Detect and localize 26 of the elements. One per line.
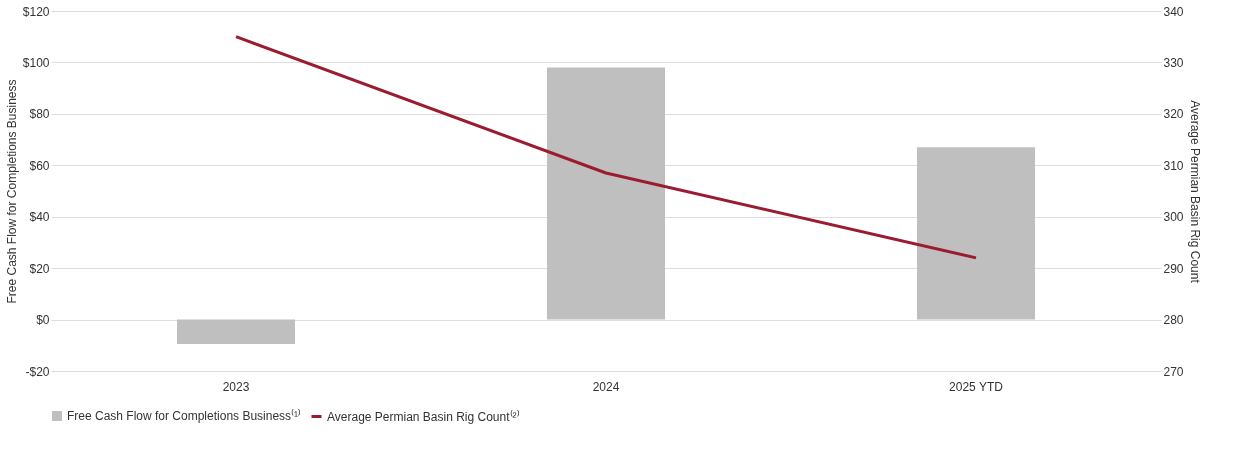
y2-tick-label: 310 <box>1163 158 1184 173</box>
y2-tick-label: 320 <box>1163 107 1184 122</box>
y2-tick-label: 340 <box>1163 4 1184 19</box>
y2-axis-title: Average Permian Basin Rig Count <box>1187 100 1202 284</box>
y-tick-label: $60 <box>29 158 50 173</box>
y-tick-label: $120 <box>22 4 50 19</box>
y-axis-title: Free Cash Flow for Completions Business <box>4 79 19 304</box>
y2-tick-label: 300 <box>1163 210 1184 225</box>
y2-tick-label: 270 <box>1163 364 1184 379</box>
y-tick-label: $80 <box>29 107 50 122</box>
y-tick-label: -$20 <box>25 364 50 379</box>
y-tick-label: $20 <box>29 261 50 276</box>
y2-tick-label: 280 <box>1163 313 1184 328</box>
bar <box>547 67 665 320</box>
bar <box>177 319 295 344</box>
legend-label: Free Cash Flow for Completions Business⁽¹⁾ <box>67 409 302 423</box>
y-tick-label: $0 <box>36 313 50 328</box>
y2-tick-label: 330 <box>1163 55 1184 70</box>
bar <box>917 147 1035 320</box>
x-tick-label: 2023 <box>222 379 250 394</box>
legend-label: Average Permian Basin Rig Count⁽²⁾ <box>327 409 520 424</box>
x-tick-label: 2024 <box>592 379 620 394</box>
y2-tick-label: 290 <box>1163 261 1184 276</box>
y-tick-label: $100 <box>22 55 50 70</box>
x-tick-label: 2025 YTD <box>949 379 1004 394</box>
y-tick-label: $40 <box>29 210 50 225</box>
